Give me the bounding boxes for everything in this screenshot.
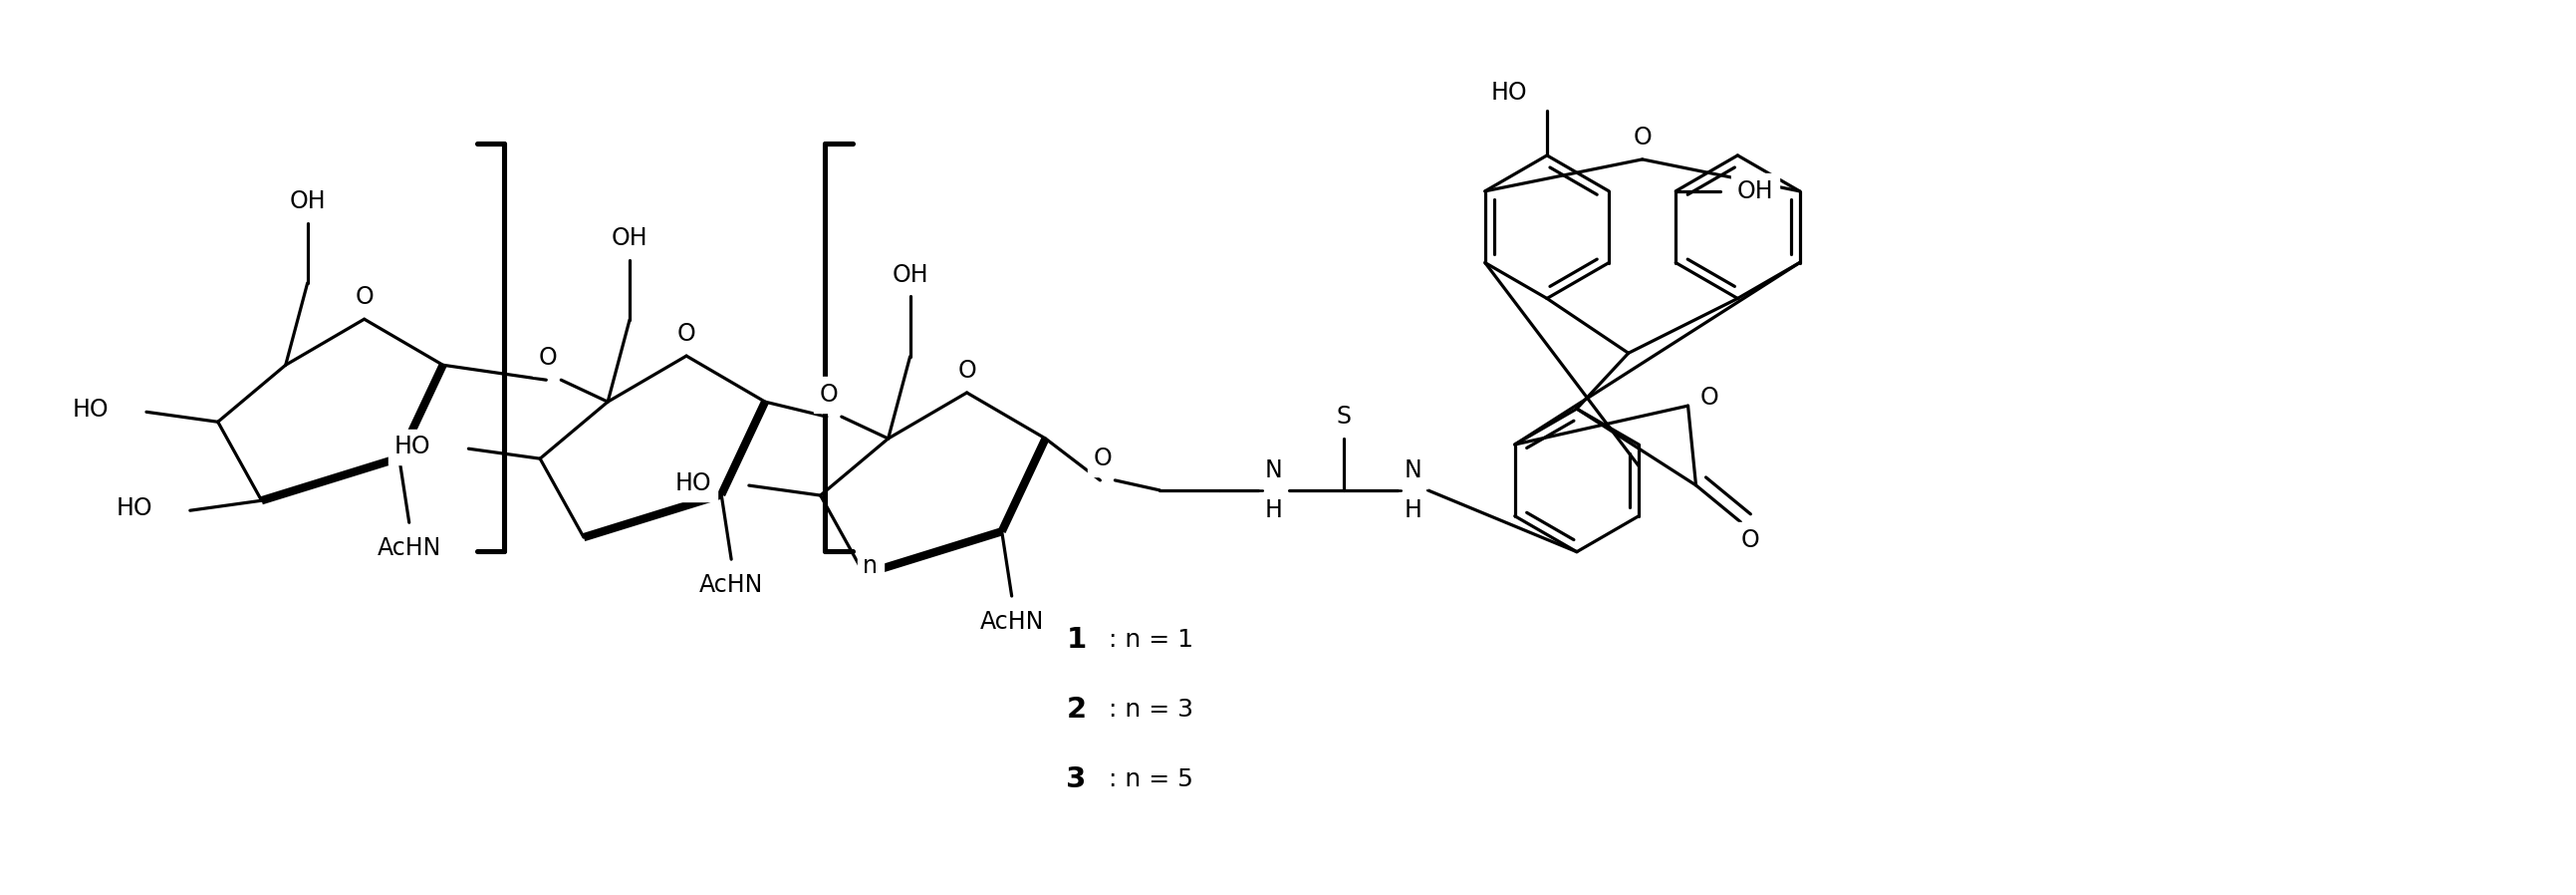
Text: AcHN: AcHN [698,573,762,597]
Text: O: O [1095,447,1113,471]
Text: O: O [355,286,374,310]
Text: O: O [1633,125,1651,149]
Text: H: H [1265,499,1283,522]
Text: H: H [1404,499,1422,522]
Text: O: O [958,359,976,383]
Text: O: O [1741,528,1759,552]
Text: : n = 1: : n = 1 [1108,628,1193,652]
Text: O: O [677,322,696,346]
Text: HO: HO [116,497,152,521]
Text: AcHN: AcHN [376,536,440,560]
Text: AcHN: AcHN [979,609,1043,634]
Text: : n = 3: : n = 3 [1108,698,1193,721]
Text: n: n [863,554,878,577]
Text: O: O [1700,386,1718,410]
Text: OH: OH [289,189,325,213]
Text: N: N [1265,458,1283,482]
Text: 2: 2 [1066,695,1087,724]
Text: HO: HO [675,472,711,496]
Text: OH: OH [611,226,647,250]
Text: OH: OH [891,262,927,286]
Text: HO: HO [72,398,108,422]
Text: HO: HO [394,435,430,458]
Text: 1: 1 [1066,626,1087,654]
Text: S: S [1337,405,1350,429]
Text: OH: OH [1736,179,1772,203]
Text: 3: 3 [1066,765,1087,793]
Text: HO: HO [1492,81,1528,105]
Text: N: N [1404,458,1422,482]
Text: O: O [538,346,556,370]
Text: : n = 5: : n = 5 [1108,767,1193,791]
Text: O: O [819,383,837,407]
